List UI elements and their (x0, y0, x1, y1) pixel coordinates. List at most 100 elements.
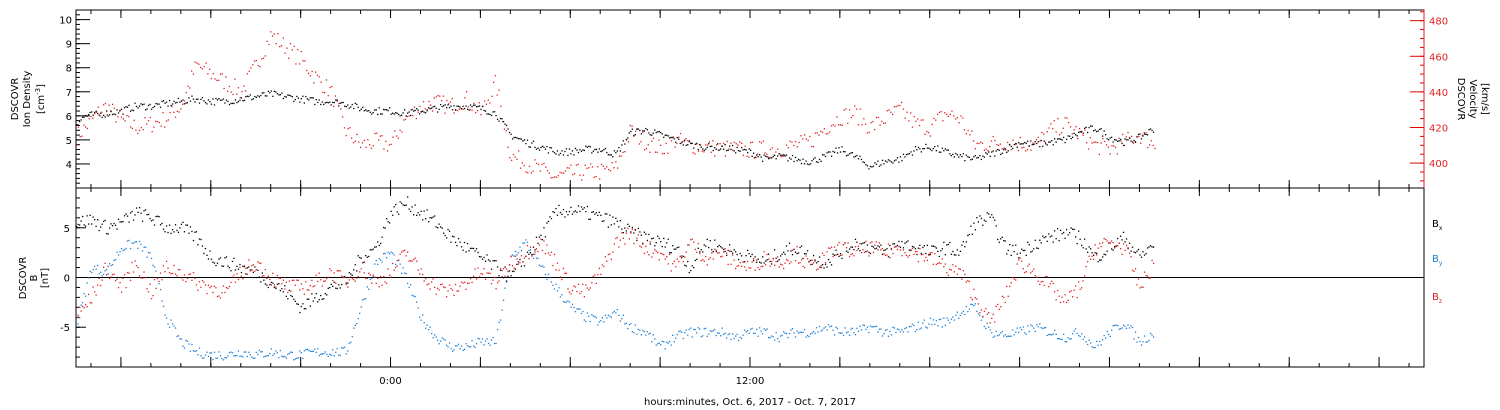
density-point (341, 102, 343, 104)
velocity-point (787, 147, 789, 149)
density-point (675, 141, 677, 143)
bx-point (435, 226, 437, 228)
bz-point (827, 247, 830, 249)
density-point (856, 154, 858, 157)
velocity-point (395, 135, 398, 137)
density-point (853, 156, 855, 158)
velocity-point (133, 119, 135, 121)
by-point (754, 332, 756, 335)
bx-point (1000, 238, 1002, 240)
density-point (974, 155, 976, 157)
legend-by: By (1432, 254, 1443, 267)
velocity-point (1120, 140, 1122, 142)
velocity-point (214, 78, 216, 80)
density-point (1121, 142, 1123, 144)
by-point (664, 348, 666, 350)
bx-point (314, 297, 316, 299)
density-point (649, 134, 651, 136)
density-point (185, 102, 187, 104)
bz-point (230, 281, 232, 284)
bx-point (1096, 252, 1098, 254)
velocity-point (924, 133, 926, 135)
bx-point (483, 256, 485, 259)
density-point (777, 155, 779, 157)
by-point (1031, 325, 1033, 327)
velocity-point (918, 124, 921, 127)
velocity-point (1114, 146, 1117, 149)
bx-point (471, 247, 473, 249)
bx-point (490, 268, 493, 270)
bz-point (880, 249, 882, 251)
by-point (284, 355, 286, 358)
velocity-point (282, 37, 284, 39)
bx-point (164, 231, 166, 233)
density-point (451, 109, 454, 111)
density-point (326, 101, 328, 103)
by-point (640, 334, 642, 336)
by-point (246, 355, 248, 358)
bx-point (384, 227, 386, 229)
velocity-point (158, 121, 160, 124)
bz-point (285, 281, 287, 283)
bz-point (511, 265, 514, 267)
bx-point (976, 217, 978, 219)
density-point (419, 113, 421, 115)
bz-point (371, 282, 373, 284)
density-point (141, 104, 144, 106)
velocity-point (534, 159, 536, 161)
bz-point (221, 292, 223, 294)
bx-point (143, 210, 145, 212)
bz-point (771, 260, 773, 263)
bz-point (143, 271, 145, 273)
velocity-point (466, 91, 468, 93)
by-point (197, 354, 199, 356)
by-point (956, 311, 958, 313)
by-point (95, 268, 97, 270)
density-point (1082, 132, 1084, 134)
bz-point (404, 249, 406, 252)
bz-point (314, 285, 316, 287)
density-point (275, 91, 277, 93)
density-point (860, 158, 863, 161)
bx-point (496, 266, 499, 268)
bz-point (213, 285, 216, 287)
density-point (943, 150, 945, 152)
by-point (215, 357, 217, 359)
by-point (556, 290, 559, 292)
by-point (77, 323, 79, 325)
bz-point (781, 264, 783, 266)
bz-point (1039, 283, 1041, 286)
bx-point (898, 240, 900, 243)
density-point (1049, 141, 1051, 143)
density-point (919, 148, 921, 150)
density-point (314, 103, 316, 106)
by-point (230, 351, 232, 353)
bz-point (89, 302, 91, 304)
velocity-point (818, 134, 820, 136)
density-point (269, 92, 271, 94)
by-point (976, 310, 978, 312)
velocity-point (976, 142, 978, 144)
bz-point (730, 263, 732, 265)
bz-point (559, 276, 562, 278)
velocity-point (1055, 131, 1057, 133)
bx-point (738, 258, 740, 261)
bz-point (814, 259, 816, 261)
velocity-point (1149, 144, 1151, 146)
by-point (541, 265, 544, 267)
by-point (983, 325, 985, 328)
bz-point (417, 269, 419, 271)
bz-point (1076, 297, 1078, 299)
bz-point (956, 273, 958, 275)
bx-point (851, 246, 854, 248)
bx-point (371, 249, 373, 251)
bz-point (947, 274, 949, 276)
by-point (1037, 326, 1039, 328)
velocity-point (295, 63, 297, 65)
velocity-point (766, 153, 768, 155)
bz-point (1030, 272, 1032, 274)
by-point (628, 324, 630, 326)
bx-point (414, 204, 416, 206)
velocity-point (552, 177, 554, 179)
density-point (851, 152, 854, 154)
